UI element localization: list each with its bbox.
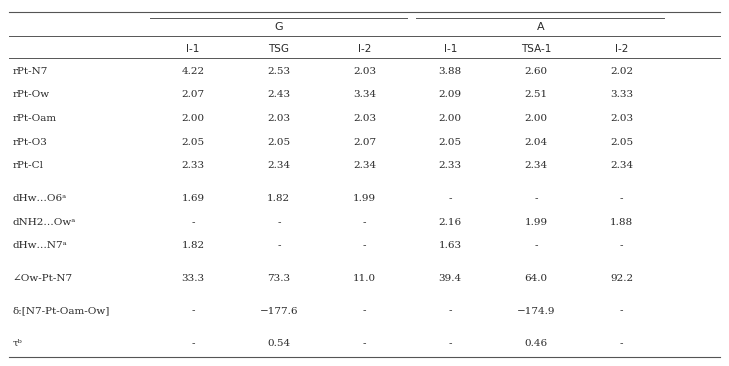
- Text: -: -: [191, 218, 195, 227]
- Text: 1.63: 1.63: [439, 241, 461, 250]
- Text: 2.16: 2.16: [439, 218, 461, 227]
- Text: 2.03: 2.03: [268, 114, 290, 123]
- Text: 73.3: 73.3: [268, 274, 290, 283]
- Text: 2.33: 2.33: [439, 161, 461, 171]
- Text: -: -: [620, 194, 623, 203]
- Text: 64.0: 64.0: [524, 274, 547, 283]
- Text: 2.07: 2.07: [182, 90, 205, 100]
- Text: 1.69: 1.69: [182, 194, 205, 203]
- Text: 4.22: 4.22: [182, 67, 205, 76]
- Text: I-1: I-1: [187, 44, 200, 53]
- Text: 1.99: 1.99: [524, 218, 547, 227]
- Text: 2.34: 2.34: [353, 161, 376, 171]
- Text: -: -: [534, 241, 538, 250]
- Text: 2.05: 2.05: [182, 138, 205, 147]
- Text: τᵇ: τᵇ: [12, 339, 22, 348]
- Text: -: -: [191, 339, 195, 348]
- Text: 2.03: 2.03: [353, 67, 376, 76]
- Text: 2.05: 2.05: [439, 138, 461, 147]
- Text: 3.88: 3.88: [439, 67, 461, 76]
- Text: -: -: [448, 307, 452, 315]
- Text: -: -: [363, 339, 366, 348]
- Text: rPt-N7: rPt-N7: [12, 67, 47, 76]
- Text: 2.09: 2.09: [439, 90, 461, 100]
- Text: -: -: [620, 339, 623, 348]
- Text: -: -: [363, 218, 366, 227]
- Text: 2.34: 2.34: [610, 161, 634, 171]
- Text: 1.88: 1.88: [610, 218, 634, 227]
- Text: TSG: TSG: [268, 44, 289, 53]
- Text: 3.34: 3.34: [353, 90, 376, 100]
- Text: 33.3: 33.3: [182, 274, 205, 283]
- Text: I-1: I-1: [443, 44, 457, 53]
- Text: 2.05: 2.05: [268, 138, 290, 147]
- Text: -: -: [620, 307, 623, 315]
- Text: 11.0: 11.0: [353, 274, 376, 283]
- Text: 2.51: 2.51: [524, 90, 547, 100]
- Text: dNH2…Owᵃ: dNH2…Owᵃ: [12, 218, 76, 227]
- Text: 2.07: 2.07: [353, 138, 376, 147]
- Text: -: -: [277, 218, 281, 227]
- Text: -: -: [277, 241, 281, 250]
- Text: rPt-Ow: rPt-Ow: [12, 90, 50, 100]
- Text: rPt-O3: rPt-O3: [12, 138, 47, 147]
- Text: -: -: [534, 194, 538, 203]
- Text: G: G: [275, 22, 283, 32]
- Text: 2.03: 2.03: [353, 114, 376, 123]
- Text: 1.99: 1.99: [353, 194, 376, 203]
- Text: 92.2: 92.2: [610, 274, 634, 283]
- Text: 2.33: 2.33: [182, 161, 205, 171]
- Text: 2.02: 2.02: [610, 67, 634, 76]
- Text: 2.34: 2.34: [268, 161, 290, 171]
- Text: -: -: [363, 307, 366, 315]
- Text: -: -: [191, 307, 195, 315]
- Text: rPt-Cl: rPt-Cl: [12, 161, 43, 171]
- Text: 2.34: 2.34: [524, 161, 547, 171]
- Text: dHw…N7ᵃ: dHw…N7ᵃ: [12, 241, 67, 250]
- Text: -: -: [448, 194, 452, 203]
- Text: rPt-Oam: rPt-Oam: [12, 114, 56, 123]
- Text: 0.46: 0.46: [524, 339, 547, 348]
- Text: 1.82: 1.82: [182, 241, 205, 250]
- Text: −177.6: −177.6: [260, 307, 298, 315]
- Text: 2.00: 2.00: [439, 114, 461, 123]
- Text: -: -: [620, 241, 623, 250]
- Text: 2.00: 2.00: [524, 114, 547, 123]
- Text: 3.33: 3.33: [610, 90, 634, 100]
- Text: δ:[N7-Pt-Oam-Ow]: δ:[N7-Pt-Oam-Ow]: [12, 307, 109, 315]
- Text: I-2: I-2: [615, 44, 628, 53]
- Text: 2.05: 2.05: [610, 138, 634, 147]
- Text: 2.04: 2.04: [524, 138, 547, 147]
- Text: -: -: [448, 339, 452, 348]
- Text: 39.4: 39.4: [439, 274, 461, 283]
- Text: I-2: I-2: [358, 44, 371, 53]
- Text: -: -: [363, 241, 366, 250]
- Text: 1.82: 1.82: [268, 194, 290, 203]
- Text: 2.00: 2.00: [182, 114, 205, 123]
- Text: TSA-1: TSA-1: [521, 44, 551, 53]
- Text: 2.43: 2.43: [268, 90, 290, 100]
- Text: dHw…O6ᵃ: dHw…O6ᵃ: [12, 194, 66, 203]
- Text: ∠Ow-Pt-N7: ∠Ow-Pt-N7: [12, 274, 72, 283]
- Text: A: A: [537, 22, 544, 32]
- Text: −174.9: −174.9: [517, 307, 555, 315]
- Text: 0.54: 0.54: [268, 339, 290, 348]
- Text: 2.60: 2.60: [524, 67, 547, 76]
- Text: 2.03: 2.03: [610, 114, 634, 123]
- Text: 2.53: 2.53: [268, 67, 290, 76]
